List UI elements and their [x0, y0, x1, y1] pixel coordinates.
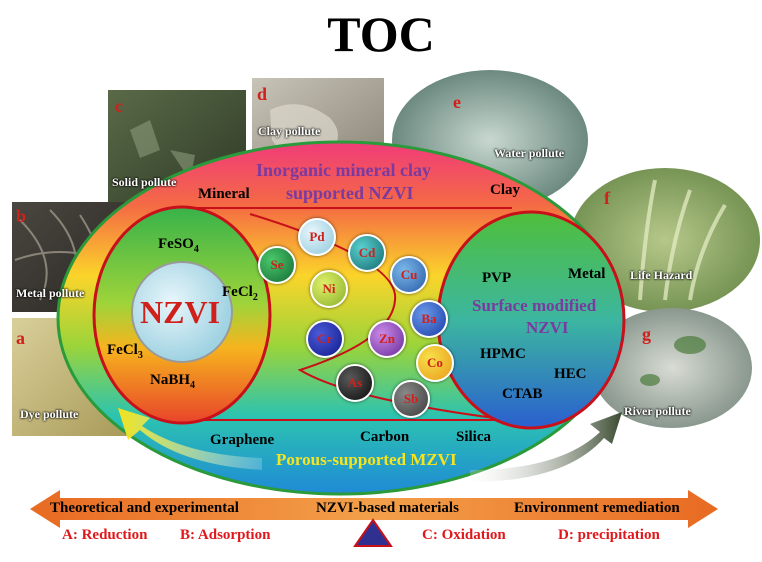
- photo-letter-c: c: [115, 96, 123, 116]
- label-clay: Clay: [490, 182, 520, 198]
- bottom-band-title: Porous-supported MZVI: [276, 450, 457, 469]
- metal-zn: Zn: [368, 320, 406, 358]
- top-band-title-1: Inorganic mineral clay: [256, 160, 431, 180]
- right-title-2: NZVI: [526, 318, 569, 337]
- photo-letter-d: d: [257, 84, 268, 104]
- photo-letter-f: f: [604, 188, 610, 208]
- mechanism-b: B: Adsorption: [180, 527, 271, 543]
- label-mineral: Mineral: [198, 186, 250, 202]
- label-silica: Silica: [456, 429, 492, 445]
- top-band-title-2: supported NZVI: [286, 183, 414, 203]
- label-pvp: PVP: [482, 270, 512, 286]
- photo-caption-water: Water pollute: [494, 146, 565, 160]
- photo-caption-river: River pollute: [624, 404, 691, 418]
- photo-caption-metal: Metal pollute: [16, 286, 85, 300]
- label-ctab: CTAB: [502, 386, 543, 402]
- photo-caption-dye: Dye pollute: [20, 407, 79, 421]
- nzvi-core: [131, 261, 233, 363]
- photo-letter-e: e: [453, 92, 461, 112]
- metal-co: Co: [416, 344, 454, 382]
- label-hec: HEC: [554, 366, 587, 382]
- metal-ni: Ni: [310, 270, 348, 308]
- right-title-1: Surface modified: [472, 296, 597, 315]
- label-graphene: Graphene: [210, 432, 275, 448]
- metal-ba: Ba: [410, 300, 448, 338]
- process-arrow: [30, 490, 718, 528]
- arrow-left-label: Theoretical and experimental: [50, 500, 239, 516]
- yellow-arrow: [118, 408, 262, 470]
- mechanism-c: C: Oxidation: [422, 527, 506, 543]
- dark-arrow: [470, 412, 622, 482]
- label-feso4: FeSO4: [158, 236, 199, 255]
- photo-caption-life: Life Hazard: [630, 268, 693, 282]
- metal-as: As: [336, 364, 374, 402]
- photo-letter-g: g: [642, 324, 651, 344]
- label-nabh4: NaBH4: [150, 372, 196, 391]
- photo-river-pollute: [592, 308, 752, 428]
- label-fecl3: FeCl3: [107, 342, 143, 361]
- metal-cr: Cr: [306, 320, 344, 358]
- label-fecl2: FeCl2: [222, 284, 258, 303]
- nzvi-core-label: NZVI: [140, 294, 221, 330]
- label-carbon: Carbon: [360, 429, 410, 445]
- metal-pd: Pd: [298, 218, 336, 256]
- mechanism-a: A: Reduction: [62, 527, 148, 543]
- metal-se: Se: [258, 246, 296, 284]
- photo-caption-clay: Clay pollute: [258, 124, 321, 138]
- arrow-center-label: NZVI-based materials: [316, 500, 459, 516]
- metal-cd: Cd: [348, 234, 386, 272]
- metal-sb: Sb: [392, 380, 430, 418]
- label-metal: Metal: [568, 266, 606, 282]
- metal-cu: Cu: [390, 256, 428, 294]
- mechanism-triangle: [353, 518, 393, 547]
- arrow-right-label: Environment remediation: [514, 500, 680, 516]
- photo-letter-b: b: [16, 206, 27, 226]
- photo-letter-a: a: [16, 328, 25, 348]
- label-hpmc: HPMC: [480, 346, 526, 362]
- mechanism-d: D: precipitation: [558, 527, 660, 543]
- photo-caption-solid: Solid pollute: [112, 175, 177, 189]
- page-title: TOC: [327, 6, 435, 62]
